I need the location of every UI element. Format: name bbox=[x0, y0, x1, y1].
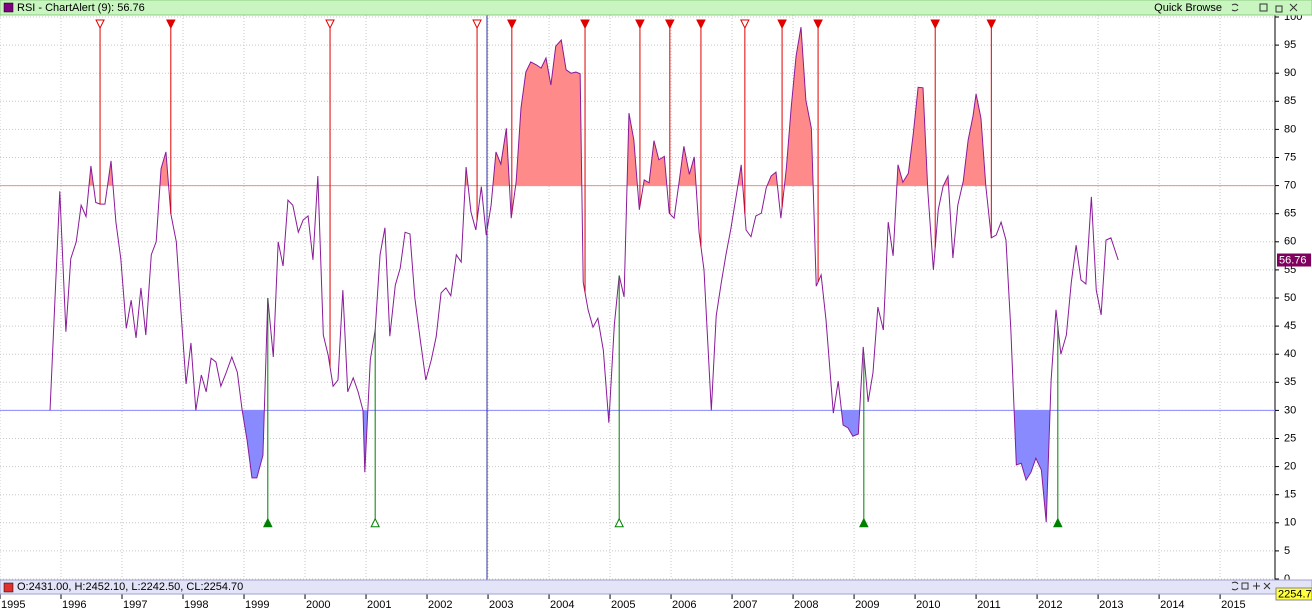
y-tick-label: 0 bbox=[1284, 573, 1290, 585]
x-tick-label: 1996 bbox=[62, 599, 86, 611]
x-tick-label: 2012 bbox=[1038, 599, 1062, 611]
y-tick-label: 5 bbox=[1284, 545, 1290, 557]
icon[interactable] bbox=[1275, 5, 1283, 13]
x-tick-label: 1998 bbox=[184, 599, 208, 611]
x-tick-label: 1995 bbox=[1, 599, 25, 611]
y-tick-label: 95 bbox=[1284, 39, 1296, 51]
y-tick-label: 25 bbox=[1284, 432, 1296, 444]
y-tick-label: 50 bbox=[1284, 292, 1296, 304]
footer-icons[interactable] bbox=[1231, 581, 1271, 591]
y-tick-label: 45 bbox=[1284, 320, 1296, 332]
last-value-label: 56.76 bbox=[1279, 254, 1307, 266]
buy-marker bbox=[370, 517, 380, 528]
icon[interactable] bbox=[1259, 3, 1268, 12]
y-tick-label: 40 bbox=[1284, 348, 1296, 360]
x-tick-label: 2007 bbox=[733, 599, 757, 611]
x-tick-label: 2005 bbox=[611, 599, 635, 611]
x-tick-label: 1997 bbox=[123, 599, 147, 611]
y-tick-label: 75 bbox=[1284, 151, 1296, 163]
x-tick-label: 2006 bbox=[672, 599, 696, 611]
sell-marker bbox=[95, 19, 105, 30]
buy-marker bbox=[614, 517, 625, 528]
icon[interactable] bbox=[1289, 3, 1298, 12]
x-tick-label: 2014 bbox=[1160, 599, 1184, 611]
x-tick-label: 2009 bbox=[855, 599, 879, 611]
x-tick-label: 2008 bbox=[794, 599, 818, 611]
buy-marker bbox=[1053, 517, 1063, 528]
y-tick-label: 10 bbox=[1284, 517, 1296, 529]
x-tick-label: 2003 bbox=[489, 599, 513, 611]
last-value-tag bbox=[1277, 253, 1311, 267]
sell-marker bbox=[635, 19, 645, 30]
x-tick-label: 2002 bbox=[428, 599, 452, 611]
icon[interactable] bbox=[1241, 582, 1249, 590]
price-swatch bbox=[3, 582, 14, 593]
y-tick-label: 35 bbox=[1284, 376, 1296, 388]
price-tag-text: 2254.7 bbox=[1278, 588, 1312, 600]
sell-marker bbox=[986, 19, 997, 30]
sell-marker bbox=[930, 19, 941, 30]
x-tick-label: 2011 bbox=[977, 599, 1001, 611]
sell-marker bbox=[580, 19, 590, 30]
quick-browse[interactable]: Quick Browse bbox=[1154, 2, 1222, 14]
sell-marker bbox=[740, 19, 750, 30]
sell-marker bbox=[166, 19, 176, 30]
price-tag bbox=[1275, 587, 1312, 601]
sell-marker bbox=[325, 19, 335, 30]
y-tick-label: 20 bbox=[1284, 461, 1296, 473]
header-bar bbox=[0, 0, 1312, 16]
footer-bar bbox=[0, 579, 1312, 595]
y-tick-label: 85 bbox=[1284, 95, 1296, 107]
sell-marker bbox=[472, 19, 482, 30]
icon[interactable] bbox=[1263, 582, 1271, 590]
plot-area: 0510152025303540455055606570758085909510… bbox=[0, 11, 1312, 611]
buy-marker bbox=[263, 517, 273, 528]
sell-marker bbox=[507, 19, 517, 30]
icon[interactable] bbox=[1231, 3, 1239, 12]
y-tick-label: 60 bbox=[1284, 236, 1296, 248]
x-tick-label: 2013 bbox=[1099, 599, 1123, 611]
buy-marker bbox=[859, 517, 869, 528]
x-tick-label: 1999 bbox=[245, 599, 269, 611]
y-tick-label: 90 bbox=[1284, 67, 1296, 79]
sell-marker bbox=[813, 19, 823, 30]
sell-marker bbox=[696, 19, 706, 30]
y-tick-label: 80 bbox=[1284, 123, 1296, 135]
y-tick-label: 55 bbox=[1284, 264, 1296, 276]
x-tick-label: 2004 bbox=[550, 599, 574, 611]
icon[interactable] bbox=[1231, 581, 1239, 591]
y-tick-label: 30 bbox=[1284, 404, 1296, 416]
icon[interactable] bbox=[1253, 582, 1260, 590]
rsi-line bbox=[49, 27, 1119, 523]
x-tick-label: 2001 bbox=[367, 599, 391, 611]
y-tick-label: 65 bbox=[1284, 208, 1296, 220]
x-tick-label: 2010 bbox=[916, 599, 940, 611]
x-tick-label: 2000 bbox=[306, 599, 330, 611]
sell-marker bbox=[665, 19, 675, 30]
y-tick-label: 70 bbox=[1284, 180, 1296, 192]
header-icons[interactable] bbox=[1231, 3, 1298, 13]
y-tick-label: 15 bbox=[1284, 489, 1296, 501]
header-title: RSI - ChartAlert (9): 56.76 bbox=[17, 2, 145, 14]
sell-marker bbox=[777, 19, 787, 30]
series-swatch bbox=[3, 2, 14, 13]
x-tick-label: 2015 bbox=[1221, 599, 1245, 611]
ohlc-text: O:2431.00, H:2452.10, L:2242.50, CL:2254… bbox=[17, 581, 243, 593]
